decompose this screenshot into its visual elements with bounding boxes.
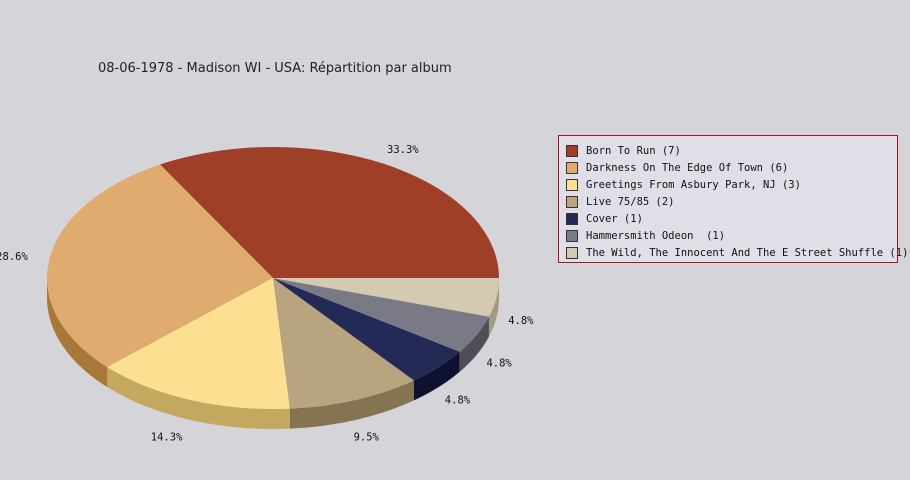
- legend-swatch: [566, 144, 578, 157]
- pie-label-4: 9.5%: [354, 432, 380, 444]
- legend-swatch: [566, 161, 578, 174]
- pie-slice-2: [46, 164, 273, 368]
- pie-side-2: [107, 367, 290, 429]
- legend-item-2: Darkness On The Edge Of Town (6): [566, 159, 897, 176]
- pie-label-3: 14.3%: [151, 432, 183, 444]
- pie-side-3: [289, 380, 414, 429]
- pie-side-4: [413, 351, 460, 401]
- pie-slice-6: [273, 278, 489, 352]
- pie-slice-7: [273, 278, 499, 317]
- pie-slice-1: [160, 146, 499, 278]
- legend-label: Hammersmith Odeon (1): [586, 229, 726, 242]
- legend-item-5: Cover (1): [566, 210, 897, 227]
- legend-item-7: The Wild, The Innocent And The E Street …: [566, 244, 908, 261]
- legend-swatch: [566, 195, 578, 208]
- pie-slice-4: [273, 278, 414, 409]
- legend-item-4: Live 75/85 (2): [566, 193, 897, 210]
- legend-label: Greetings From Asbury Park, NJ (3): [586, 178, 801, 191]
- pie-labels: 33.3% 28.6% 14.3% 9.5% 4.8% 4.8% 4.8%: [0, 144, 534, 444]
- legend: Born To Run (7) Darkness On The Edge Of T…: [558, 135, 908, 263]
- legend-swatch: [566, 229, 578, 242]
- pie-label-1: 33.3%: [387, 144, 419, 156]
- pie-side-1: [46, 278, 108, 388]
- legend-swatch: [566, 178, 578, 191]
- pie-label-6: 4.8%: [486, 358, 512, 370]
- legend-item-3: Greetings From Asbury Park, NJ (3): [566, 176, 897, 193]
- legend-item-6: Hammersmith Odeon (1): [566, 227, 897, 244]
- pie-slice-5: [273, 278, 460, 381]
- pie-label-7: 4.8%: [508, 315, 534, 327]
- pie-label-2: 28.6%: [0, 251, 28, 263]
- legend-label: Darkness On The Edge Of Town (6): [586, 161, 789, 174]
- pie-slices: [46, 146, 499, 409]
- legend-label: Born To Run (7): [586, 144, 681, 157]
- legend-swatch: [566, 212, 578, 225]
- pie-side-5: [459, 316, 489, 372]
- legend-label: The Wild, The Innocent And The E Street …: [586, 246, 909, 259]
- pie-slice-3: [107, 278, 290, 409]
- pie-label-5: 4.8%: [445, 394, 471, 406]
- legend-label: Cover (1): [586, 212, 643, 225]
- legend-label: Live 75/85 (2): [586, 195, 675, 208]
- legend-item-1: Born To Run (7): [566, 142, 897, 159]
- pie-side-6: [488, 278, 499, 337]
- pie-sides: [46, 278, 499, 429]
- chart-title: 08-06-1978 - Madison WI - USA: Répartiti…: [98, 61, 452, 76]
- legend-swatch: [566, 246, 578, 259]
